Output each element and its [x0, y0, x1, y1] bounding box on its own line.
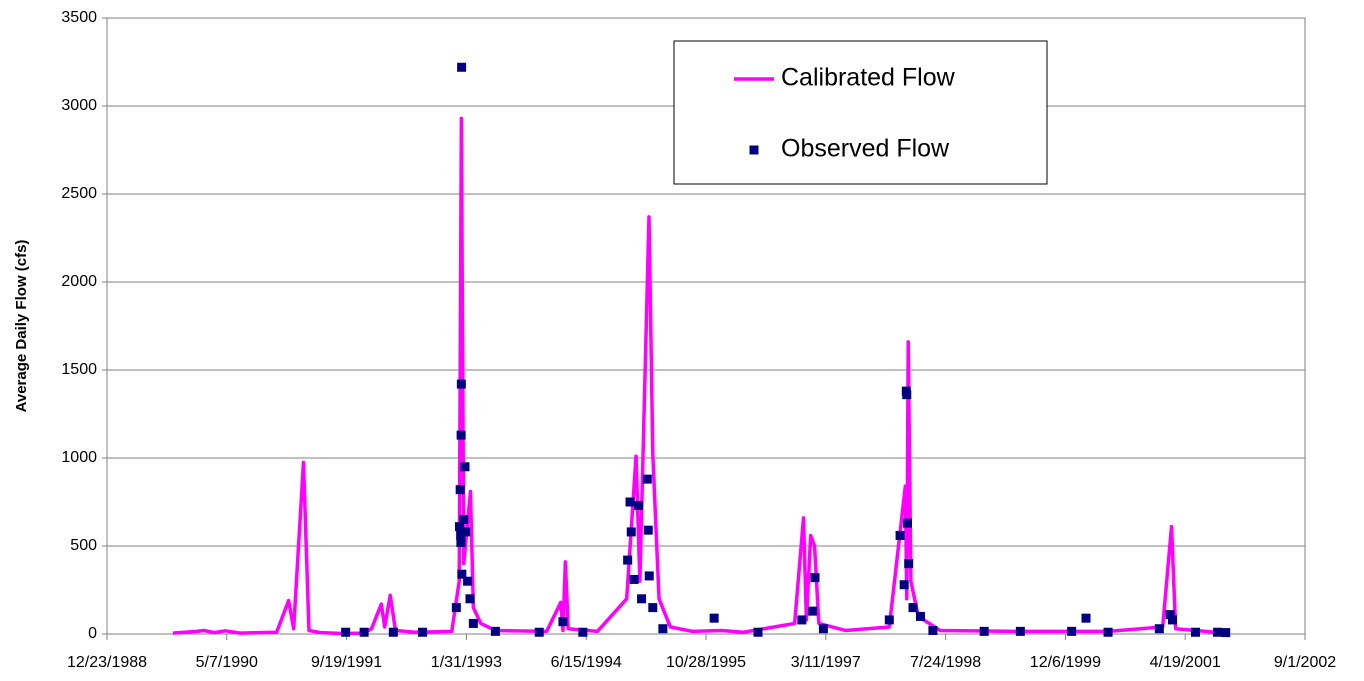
observed-point	[1067, 626, 1077, 636]
observed-point	[490, 626, 500, 636]
observed-point	[625, 497, 635, 507]
observed-point	[895, 530, 905, 540]
y-tick-label: 3000	[61, 97, 97, 114]
observed-point	[456, 379, 466, 389]
observed-point	[1103, 627, 1113, 637]
observed-point	[928, 625, 938, 635]
legend-square	[749, 145, 759, 155]
observed-point	[658, 624, 668, 634]
observed-point	[461, 527, 471, 537]
flow-line	[172, 116, 1226, 636]
observed-point	[457, 62, 467, 72]
observed-point	[451, 603, 461, 613]
observed-point	[465, 594, 475, 604]
x-tick-label: 5/7/1990	[196, 654, 258, 671]
x-tick-label: 12/6/1999	[1030, 654, 1101, 671]
y-tick-label: 1500	[61, 361, 97, 378]
observed-point	[1015, 626, 1025, 636]
observed-point	[808, 606, 818, 616]
observed-point	[359, 627, 369, 637]
observed-point	[1081, 613, 1091, 623]
x-tick-label: 7/24/1998	[910, 654, 981, 671]
observed-point	[455, 485, 465, 495]
y-tick-label: 1000	[61, 449, 97, 466]
legend-box	[673, 40, 1048, 185]
observed-point	[797, 615, 807, 625]
x-tick-label: 9/19/1991	[311, 654, 382, 671]
observed-point	[341, 627, 351, 637]
x-tick-label: 12/23/1988	[67, 654, 147, 671]
observed-point	[418, 627, 428, 637]
observed-point	[904, 559, 914, 569]
x-tick-label: 9/1/2002	[1274, 654, 1336, 671]
observed-point	[915, 611, 925, 621]
observed-point	[810, 573, 820, 583]
observed-point	[908, 603, 918, 613]
observed-point	[903, 518, 913, 528]
observed-point	[644, 571, 654, 581]
observed-point	[558, 617, 568, 627]
observed-point	[753, 627, 763, 637]
y-tick-label: 2000	[61, 273, 97, 290]
observed-point	[1165, 610, 1175, 620]
y-tick-label: 0	[88, 625, 97, 642]
observed-point	[463, 576, 473, 586]
observed-point	[468, 618, 478, 628]
x-tick-label: 4/19/2001	[1150, 654, 1221, 671]
observed-point	[643, 525, 653, 535]
y-tick-label: 3500	[61, 9, 97, 26]
x-tick-label: 6/15/1994	[551, 654, 622, 671]
observed-point	[884, 615, 894, 625]
observed-point	[460, 462, 470, 472]
observed-point	[637, 594, 647, 604]
legend-label: Calibrated Flow	[781, 64, 956, 92]
observed-point	[642, 474, 652, 484]
observed-point	[648, 603, 658, 613]
observed-point	[456, 530, 466, 540]
x-tick-label: 10/28/1995	[666, 654, 746, 671]
observed-point	[623, 555, 633, 565]
observed-point	[629, 574, 639, 584]
observed-point	[456, 430, 466, 440]
observed-point	[1213, 627, 1223, 637]
legend-label: Observed Flow	[781, 135, 950, 163]
observed-point	[534, 627, 544, 637]
y-tick-label: 500	[70, 537, 97, 554]
observed-point	[709, 613, 719, 623]
observed-point	[456, 537, 466, 547]
x-tick-label: 3/11/1997	[791, 654, 861, 671]
observed-point	[578, 627, 588, 637]
observed-point	[899, 580, 909, 590]
y-tick-label: 2500	[61, 185, 97, 202]
observed-point	[388, 627, 398, 637]
x-tick-label: 1/31/1993	[431, 654, 502, 671]
observed-point	[634, 501, 644, 511]
observed-point	[457, 569, 467, 579]
observed-point	[979, 626, 989, 636]
observed-point	[626, 527, 636, 537]
observed-point	[1221, 628, 1231, 638]
y-axis-title: Average Daily Flow (cfs)	[13, 240, 30, 413]
observed-point	[1191, 627, 1201, 637]
observed-point	[1168, 615, 1178, 625]
observed-point	[902, 390, 912, 400]
observed-point	[459, 515, 469, 525]
observed-point	[1154, 624, 1164, 634]
observed-point	[454, 522, 464, 532]
observed-point	[818, 624, 828, 634]
